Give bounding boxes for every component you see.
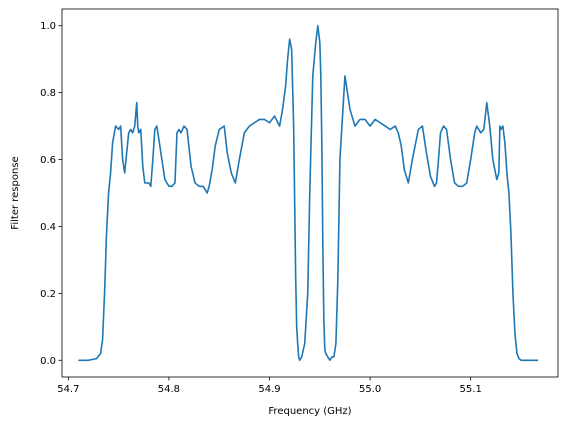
y-tick-label: 0.4 [40, 222, 56, 233]
y-tick-label: 0.2 [40, 289, 56, 300]
series-line-1 [78, 24, 539, 362]
x-tick-label: 54.9 [258, 384, 280, 395]
x-tick-label: 55.1 [460, 384, 482, 395]
x-tick-label: 55.0 [359, 384, 381, 395]
y-tick-label: 0.8 [40, 88, 56, 99]
x-axis-ticks: 54.7 54.8 54.9 55.0 55.1 [57, 377, 482, 395]
plot-layer [78, 24, 539, 362]
x-tick-label: 54.7 [57, 384, 79, 395]
plot-frame [61, 8, 559, 378]
y-axis-label: Filter response [10, 156, 21, 229]
x-tick-label: 54.8 [158, 384, 180, 395]
y-axis-ticks: 0.0 0.2 0.4 0.6 0.8 1.0 [40, 21, 62, 367]
x-axis-label: Frequency (GHz) [268, 406, 351, 417]
y-tick-label: 1.0 [40, 21, 56, 32]
y-tick-label: 0.6 [40, 155, 56, 166]
y-tick-label: 0.0 [40, 356, 56, 367]
